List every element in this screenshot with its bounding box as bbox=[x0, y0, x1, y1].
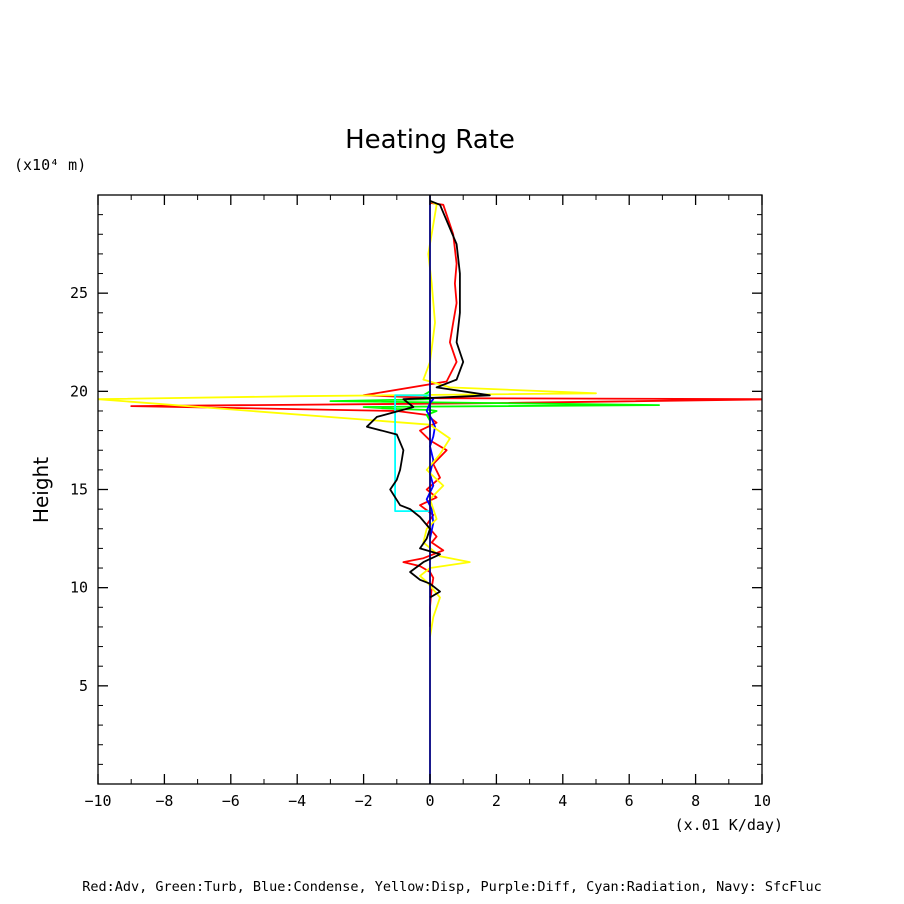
footer-legend: Red:Adv, Green:Turb, Blue:Condense, Yell… bbox=[82, 879, 822, 895]
x-tick-label: −6 bbox=[222, 792, 240, 810]
x-tick-label: 0 bbox=[425, 792, 434, 810]
series-line-unnamed bbox=[365, 200, 491, 599]
x-tick-label: 10 bbox=[753, 792, 771, 810]
y-axis-unit: (x10⁴ m) bbox=[14, 156, 86, 174]
tick-layer: −10 −8 −6 −4 −2 0 2 4 6 8 10 5 10 15 20 25 bbox=[70, 195, 771, 810]
x-tick-label: 4 bbox=[558, 792, 567, 810]
y-tick-label: 20 bbox=[70, 382, 88, 400]
x-tick-label: 8 bbox=[691, 792, 700, 810]
x-tick-label: −4 bbox=[288, 792, 306, 810]
y-axis-label: Height bbox=[29, 457, 53, 523]
series-layer bbox=[98, 195, 762, 784]
chart-title: Heating Rate bbox=[345, 125, 515, 155]
x-tick-label: −8 bbox=[155, 792, 173, 810]
plot-frame bbox=[97, 194, 763, 785]
x-tick-label: −2 bbox=[355, 792, 373, 810]
y-tick-label: 5 bbox=[79, 677, 88, 695]
y-tick-label: 15 bbox=[70, 481, 88, 499]
series-line-disp bbox=[98, 200, 597, 637]
x-tick-label: 2 bbox=[492, 792, 501, 810]
x-axis-unit: (x.01 K/day) bbox=[675, 816, 783, 834]
y-tick-label: 10 bbox=[70, 579, 88, 597]
series-line-adv bbox=[130, 202, 762, 627]
x-tick-label: 6 bbox=[625, 792, 634, 810]
y-tick-label: 25 bbox=[70, 284, 88, 302]
x-tick-label: −10 bbox=[84, 792, 111, 810]
